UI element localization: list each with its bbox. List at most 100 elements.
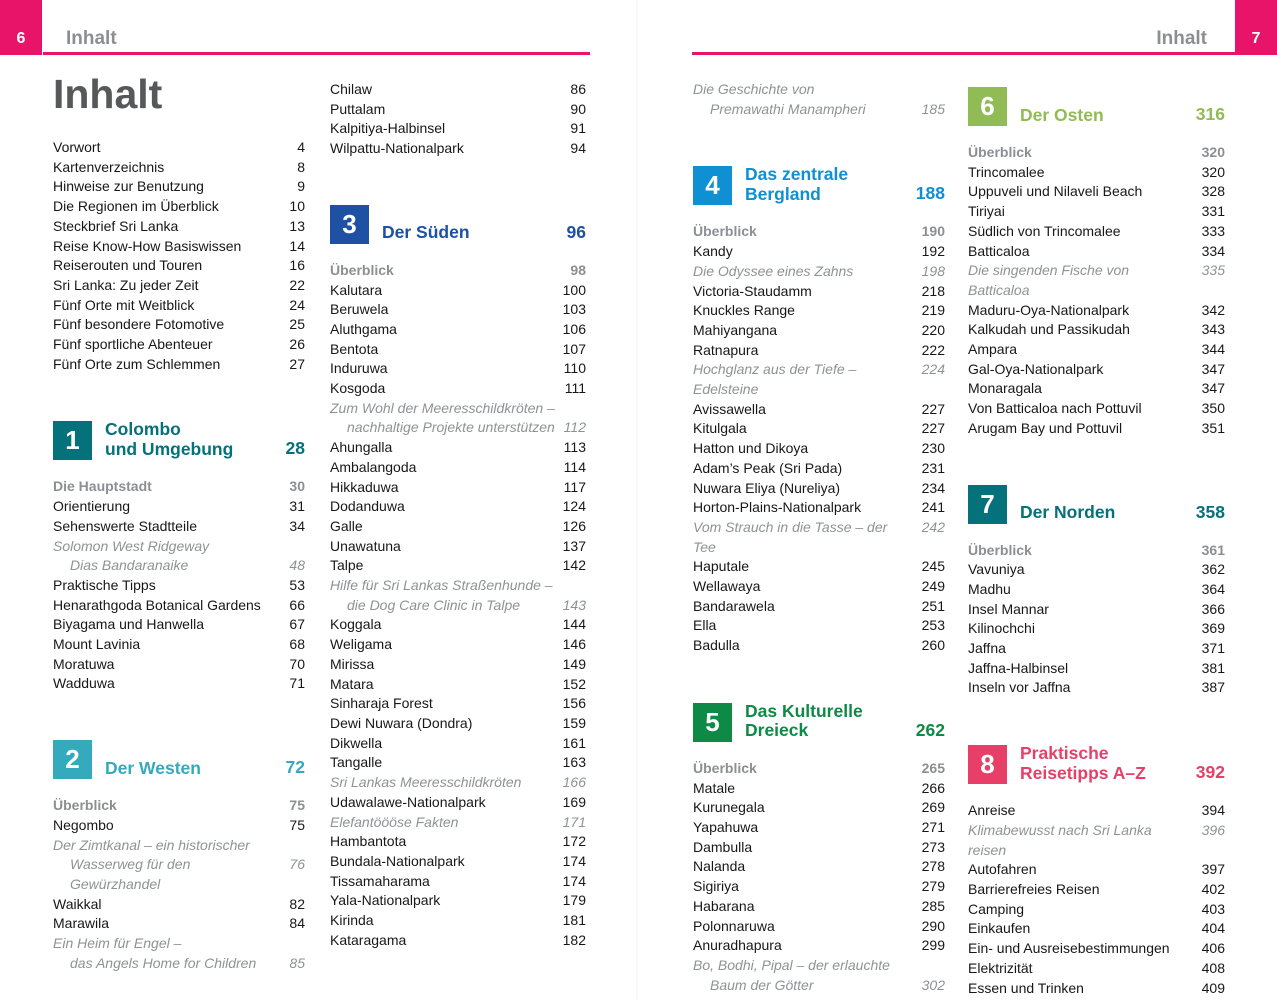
toc-entry-page: 387 [1201,679,1225,696]
toc-entry: Dodanduwa 124 [330,497,586,517]
chapter-number-badge: 7 [968,484,1007,524]
toc-entry-page: 172 [562,833,586,850]
toc-entry-page: 24 [289,296,305,313]
toc-entry-page: 351 [1201,419,1225,436]
toc-entry-label: Henarathgoda Botanical Gardens [53,596,261,613]
toc-entry-label: Einkaufen [968,920,1031,937]
toc-entry-page: 344 [1201,341,1225,358]
toc-entry-label: Kalpitiya-Halbinsel [330,120,446,137]
toc-entry-page: 48 [289,557,305,574]
toc-entry-label: Essen und Trinken [968,979,1084,996]
toc-entry-page: 85 [289,954,305,971]
toc-entry: Südlich von Trincomalee 333 [968,222,1225,242]
toc-entry-page: 251 [921,597,945,614]
toc-entry: Mirissa 149 [330,655,586,675]
toc-entry: Unawatuna 137 [330,537,586,557]
toc-entry: Aluthgama 106 [330,320,586,340]
toc-entry-page: 137 [562,537,586,554]
toc-entry-page: 350 [1201,400,1225,417]
toc-entry: Kirinda 181 [330,911,586,931]
toc-entry-page: 285 [921,897,945,914]
toc-entry: Polonnaruwa 290 [693,917,945,937]
toc-entry-label: Uppuveli und Nilaveli Beach [968,183,1143,200]
toc-entry-label: Unawatuna [330,537,401,554]
toc-entry: Wasserweg für den Gewürzhandel 76 [53,855,305,894]
toc-entry-label: Reiserouten und Touren [53,257,203,274]
toc-entry-label: Horton-Plains-Nationalpark [693,499,862,516]
toc-entry: Hambantota 172 [330,832,586,852]
toc-entry: Maduru-Oya-Nationalpark 342 [968,301,1225,321]
toc-entry: Fünf sportliche Abenteuer 26 [53,335,305,355]
chapter-title: Colombo und Umgebung [105,420,278,460]
chapter-page-number: 316 [1195,104,1225,124]
toc-entry-label: Überblick [330,261,394,278]
toc-entry-label: Tiriyai [968,203,1005,220]
toc-entry: Monaragala 347 [968,379,1225,399]
toc-entry-page: 117 [563,478,586,495]
toc-entry: Ein Heim für Engel – [53,934,305,954]
toc-entry-page: 253 [921,617,945,634]
chapter-title-line: Reisetipps A–Z [1020,762,1146,783]
toc-entry: Orientierung 31 [53,497,305,517]
toc-entry-label: Kosgoda [330,380,386,397]
toc-entry: Yala-Nationalpark 179 [330,891,586,911]
toc-entry-page: 171 [562,813,586,830]
toc-entry-page: 179 [562,892,586,909]
toc-entry-label: Avissawella [693,400,766,417]
toc-entry: Dikwella 161 [330,734,586,754]
toc-entry-label: Matale [693,779,736,796]
page-number-left: 6 [16,30,26,47]
toc-entry: Fünf Orte zum Schlemmen 27 [53,355,305,375]
toc-entry: Beruwela 103 [330,300,586,320]
toc-entry: Badulla 260 [693,636,945,656]
toc-entry-page: 362 [1201,561,1225,578]
toc-entry-page: 234 [921,479,945,496]
toc-entry-label: Dambulla [693,838,753,855]
chapter-page-number: 188 [915,183,945,204]
toc-entry-page: 70 [289,655,305,672]
toc-entry-page: 342 [1201,301,1225,318]
toc-entry-label: Aluthgama [330,320,397,337]
chapter-heading-3: 3 Der Süden 96 [330,204,586,244]
toc-entry-label: Ein Heim für Engel – [53,935,182,952]
toc-entry-label: Zum Wohl der Meeresschildkröten – [330,399,555,416]
toc-entry-page: 30 [289,478,305,495]
toc-entry-label: Wilpattu-Nationalpark [330,140,464,157]
toc-entry-page: 90 [570,100,586,117]
toc-entry: Hatton und Dikoya 230 [693,439,945,459]
toc-entry-page: 271 [921,818,945,835]
toc-entry-label: Inseln vor Jaffna [968,679,1071,696]
toc-entry-page: 245 [921,558,945,575]
toc-entry-label: Reise Know-How Basiswissen [53,237,242,254]
toc-entry-label: Marawila [53,915,110,932]
toc-entry-label: Die Hauptstadt [53,478,152,495]
toc-entry: Elefantöööse Fakten 171 [330,813,586,833]
toc-entry-label: Induruwa [330,360,388,377]
toc-entry-page: 159 [562,714,586,731]
toc-entry-page: 14 [289,237,305,254]
toc-entry-label: Hatton und Dikoya [693,440,809,457]
toc-entry: Vom Strauch in die Tasse – der Tee 242 [693,518,945,557]
toc-entry: Batticaloa 334 [968,242,1225,262]
toc-entry-label: Insel Mannar [968,600,1049,617]
toc-entry-page: 26 [289,336,305,353]
toc-entry-page: 397 [1201,861,1225,878]
toc-entry-page: 75 [289,797,305,814]
toc-entry: Nuwara Eliya (Nureliya) 234 [693,479,945,499]
toc-entry-label: Chilaw [330,81,373,97]
toc-entry-label: Victoria-Staudamm [693,282,812,299]
chapter-number-badge: 8 [968,745,1007,785]
toc-entry-page: 396 [1201,821,1225,838]
toc-entry-page: 91 [570,120,586,137]
toc-entry-page: 198 [921,262,945,279]
toc-entry-label: Trincomalee [968,163,1045,180]
toc-entry-label: Dewi Nuwara (Dondra) [330,714,473,731]
toc-entry-label: Mahiyangana [693,321,778,338]
toc-entry-page: 185 [921,100,945,117]
toc-entry-label: Jaffna-Halbinsel [968,659,1069,676]
toc-entry-page: 364 [1201,580,1225,597]
toc-entry-label: Maduru-Oya-Nationalpark [968,301,1130,318]
toc-entry-label: Galle [330,517,363,534]
toc-entry-page: 371 [1201,640,1225,657]
toc-entry-label: Bandarawela [693,597,775,614]
